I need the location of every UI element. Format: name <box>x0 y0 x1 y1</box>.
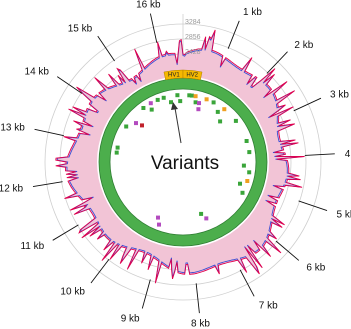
variants-arrow-head <box>171 102 178 110</box>
tick-label-13: 13 kb <box>0 123 25 134</box>
variant-marker-32 <box>155 97 160 102</box>
tick-line-2 <box>266 51 288 74</box>
variant-marker-13 <box>244 139 249 143</box>
variants-label: Variants <box>151 153 219 174</box>
genome-ring-inner-edge <box>109 88 257 236</box>
variant-markers <box>114 93 252 227</box>
variant-marker-8 <box>211 100 216 105</box>
variant-marker-12 <box>233 118 238 123</box>
variant-marker-26 <box>124 124 129 129</box>
tick-line-13 <box>34 128 64 137</box>
tick-label-16: 16 kb <box>136 0 161 10</box>
variant-marker-24 <box>114 150 119 155</box>
segment-label-hv2: HV2 <box>186 72 198 78</box>
variant-marker-6 <box>196 107 201 112</box>
tick-line-11 <box>52 224 79 241</box>
variant-marker-14 <box>247 150 252 155</box>
variant-marker-17 <box>245 179 250 183</box>
center-annotation: Variants <box>151 102 219 174</box>
variant-marker-29 <box>141 106 146 110</box>
variant-marker-21 <box>199 211 204 216</box>
tick-line-16 <box>149 13 158 43</box>
variant-marker-18 <box>238 181 242 186</box>
variant-marker-7 <box>204 97 209 102</box>
tick-line-10 <box>90 258 110 284</box>
tick-line-4 <box>304 153 335 156</box>
segment-label-hv1: HV1 <box>168 72 180 78</box>
tick-label-2: 2 kb <box>294 40 313 51</box>
tick-line-15 <box>97 35 115 62</box>
variant-marker-25 <box>115 145 120 150</box>
variant-marker-19 <box>240 190 245 195</box>
tick-label-6: 6 kb <box>306 262 325 273</box>
scale-label-1: 3284 <box>185 19 201 26</box>
variant-marker-11 <box>218 119 223 124</box>
variant-marker-4 <box>193 100 198 105</box>
scale-labels: 3284 2856 2428 <box>185 19 201 56</box>
tick-label-4: 4 kb <box>345 149 351 160</box>
variant-marker-28 <box>140 123 144 128</box>
variant-marker-5 <box>197 101 201 106</box>
tick-line-1 <box>227 20 240 49</box>
variant-marker-30 <box>149 107 154 112</box>
variant-marker-15 <box>241 163 246 168</box>
region-segments: HV1 HV2 <box>163 69 203 81</box>
tick-line-7 <box>239 269 255 297</box>
tick-line-3 <box>293 97 322 112</box>
tick-label-10: 10 kb <box>60 286 85 297</box>
tick-label-15: 15 kb <box>68 23 93 34</box>
variant-marker-23 <box>156 215 160 220</box>
tick-label-12: 12 kb <box>0 184 24 195</box>
tick-label-9: 9 kb <box>121 314 140 325</box>
tick-line-6 <box>275 240 300 261</box>
tick-label-7: 7 kb <box>259 301 278 312</box>
variant-marker-31 <box>148 101 153 106</box>
tick-label-8: 8 kb <box>191 319 210 329</box>
variant-marker-3 <box>193 94 198 99</box>
tick-line-9 <box>141 279 151 309</box>
variant-marker-16 <box>247 170 252 175</box>
segment-hv2 <box>182 69 203 81</box>
tick-label-1: 1 kb <box>243 7 262 18</box>
tick-line-5 <box>298 200 328 211</box>
variant-marker-27 <box>134 121 138 126</box>
tick-line-12 <box>32 181 63 187</box>
tick-label-5: 5 kb <box>337 209 351 220</box>
genome-ring-band <box>99 78 267 246</box>
tick-label-14: 14 kb <box>25 67 50 78</box>
coverage-line-red <box>55 29 305 284</box>
variant-marker-20 <box>204 216 209 221</box>
variant-marker-1 <box>187 93 192 98</box>
coverage-line-blue <box>56 31 304 282</box>
scale-label-3: 2428 <box>185 49 201 56</box>
variant-marker-10 <box>222 107 227 112</box>
scale-label-2: 2856 <box>185 34 201 41</box>
coverage-inner-mask <box>97 76 269 248</box>
tick-line-14 <box>56 76 83 94</box>
variant-marker-2 <box>189 93 194 98</box>
tick-line-8 <box>195 283 200 314</box>
variant-marker-34 <box>169 100 173 105</box>
tick-label-11: 11 kb <box>20 241 44 252</box>
variants-arrow <box>174 107 182 144</box>
variant-marker-9 <box>215 109 220 114</box>
variant-marker-35 <box>175 93 180 98</box>
tick-label-3: 3 kb <box>330 90 349 101</box>
variant-marker-22 <box>157 222 161 227</box>
variant-marker-33 <box>161 95 166 100</box>
variant-marker-36 <box>178 99 183 104</box>
